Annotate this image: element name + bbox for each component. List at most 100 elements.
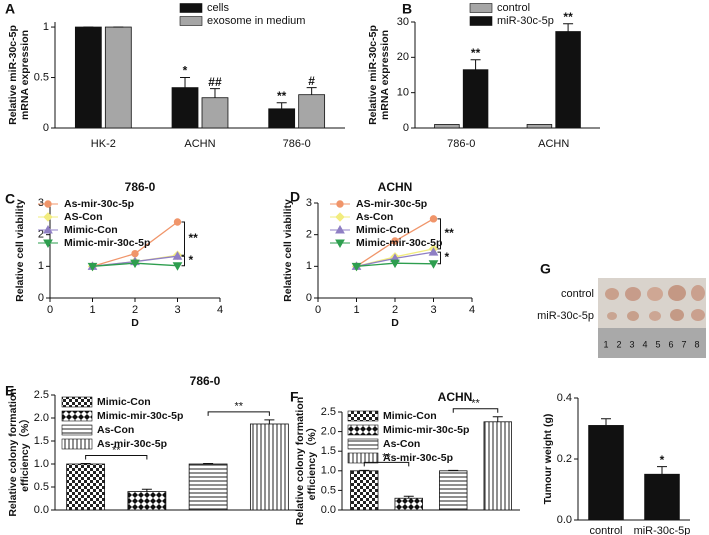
ruler-number: 7 bbox=[681, 339, 686, 349]
y-tick-label: 1 bbox=[306, 260, 312, 272]
marker bbox=[87, 262, 98, 272]
photo-row-label: control bbox=[561, 288, 594, 300]
y-axis-label: efficiency（%） bbox=[305, 422, 318, 501]
bar bbox=[588, 425, 624, 521]
y-tick-label: 0 bbox=[38, 292, 44, 304]
marker bbox=[335, 239, 345, 249]
legend-label: Mimic-Con bbox=[356, 224, 410, 236]
marker bbox=[351, 262, 362, 272]
bar bbox=[104, 26, 132, 129]
bracket bbox=[207, 411, 270, 416]
significance: ## bbox=[208, 75, 222, 89]
x-tick-label: control bbox=[589, 525, 622, 535]
ruler-number: 1 bbox=[603, 339, 608, 349]
chart-title: ACHN bbox=[378, 180, 413, 194]
error-bar bbox=[180, 77, 191, 88]
x-tick-label: HK-2 bbox=[91, 138, 116, 150]
bar bbox=[526, 124, 553, 129]
y-tick-label: 1 bbox=[38, 260, 44, 272]
ruler-number: 4 bbox=[642, 339, 647, 349]
legend-label: Mimic-mir-30c-5p bbox=[356, 237, 442, 249]
legend-label: As-mir-30c-5p bbox=[64, 198, 134, 210]
bar bbox=[394, 497, 423, 511]
bracket-label: ** bbox=[189, 231, 199, 245]
marker bbox=[43, 239, 53, 249]
bracket-label: ** bbox=[112, 444, 121, 456]
y-axis-label: Relative colony formation bbox=[294, 397, 306, 525]
significance: ** bbox=[563, 10, 573, 24]
y-tick-label: 1.5 bbox=[34, 435, 49, 447]
chart-title: 786-0 bbox=[125, 180, 156, 194]
significance: * bbox=[183, 64, 188, 78]
marker bbox=[336, 200, 344, 208]
legend-label: Mimic-Con bbox=[97, 396, 151, 408]
y-axis-label: mRNA expression bbox=[19, 30, 31, 120]
legend-swatch bbox=[61, 424, 93, 436]
error-bar bbox=[209, 88, 220, 98]
significance: * bbox=[660, 453, 665, 467]
bracket-label: ** bbox=[382, 451, 391, 463]
y-tick-label: 0.5 bbox=[321, 484, 336, 496]
significance: ** bbox=[277, 89, 287, 103]
error-bar bbox=[276, 102, 287, 109]
bracket-label: * bbox=[189, 253, 194, 267]
error-bar bbox=[492, 416, 503, 422]
y-tick-label: 1.0 bbox=[34, 458, 49, 470]
y-tick-label: 3 bbox=[38, 197, 44, 209]
x-tick-label: 2 bbox=[392, 304, 398, 316]
marker bbox=[43, 224, 53, 234]
bracket bbox=[437, 218, 441, 250]
legend-label: As-mir-30c-5p bbox=[383, 452, 453, 464]
y-axis-label: Relative miR-30c-5p bbox=[7, 25, 19, 125]
legend-label: Mimic-Con bbox=[64, 224, 118, 236]
y-tick-label: 2.5 bbox=[34, 389, 49, 401]
marker bbox=[172, 262, 183, 271]
legend-swatch bbox=[61, 410, 93, 422]
tumour-photo bbox=[598, 278, 706, 358]
x-tick-label: 0 bbox=[47, 304, 53, 316]
bracket bbox=[452, 408, 499, 413]
y-tick-label: 0.2 bbox=[557, 453, 572, 465]
bar bbox=[268, 108, 296, 129]
bar bbox=[188, 463, 228, 511]
y-tick-label: 0 bbox=[403, 122, 409, 134]
y-axis-label: efficiency（%） bbox=[18, 413, 31, 492]
marker bbox=[428, 247, 439, 256]
y-tick-label: 0.5 bbox=[34, 71, 49, 83]
legend-label: exosome in medium bbox=[207, 15, 305, 27]
x-tick-label: 3 bbox=[174, 304, 180, 316]
marker bbox=[172, 251, 183, 260]
chart-title: 786-0 bbox=[190, 374, 221, 388]
y-tick-label: 0 bbox=[306, 292, 312, 304]
bar bbox=[462, 69, 489, 129]
marker bbox=[335, 224, 345, 234]
y-tick-label: 0.0 bbox=[34, 504, 49, 516]
bracket bbox=[181, 255, 185, 267]
marker bbox=[390, 259, 400, 269]
x-tick-label: 786-0 bbox=[283, 138, 311, 150]
bracket bbox=[181, 221, 185, 256]
x-tick-label: 2 bbox=[132, 304, 138, 316]
marker bbox=[391, 237, 399, 245]
error-bar bbox=[264, 419, 275, 424]
x-tick-label: 4 bbox=[217, 304, 223, 316]
ruler-number: 3 bbox=[629, 339, 634, 349]
x-tick-label: 1 bbox=[89, 304, 95, 316]
bracket-label: ** bbox=[471, 398, 480, 410]
ruler-number: 6 bbox=[668, 339, 673, 349]
bracket bbox=[437, 251, 441, 265]
marker bbox=[335, 212, 345, 222]
photo-row-label: miR-30c-5p bbox=[537, 310, 594, 322]
legend-label: cells bbox=[207, 2, 230, 14]
legend-swatch bbox=[61, 438, 93, 450]
y-axis-label: mRNA expression bbox=[379, 30, 391, 120]
legend-label: control bbox=[497, 2, 530, 14]
y-tick-label: 2.0 bbox=[321, 426, 336, 438]
legend-swatch bbox=[179, 16, 203, 26]
y-tick-label: 0.0 bbox=[557, 514, 572, 526]
ruler-number: 2 bbox=[616, 339, 621, 349]
y-tick-label: 2.0 bbox=[34, 412, 49, 424]
y-tick-label: 3 bbox=[306, 197, 312, 209]
bar bbox=[66, 463, 106, 511]
